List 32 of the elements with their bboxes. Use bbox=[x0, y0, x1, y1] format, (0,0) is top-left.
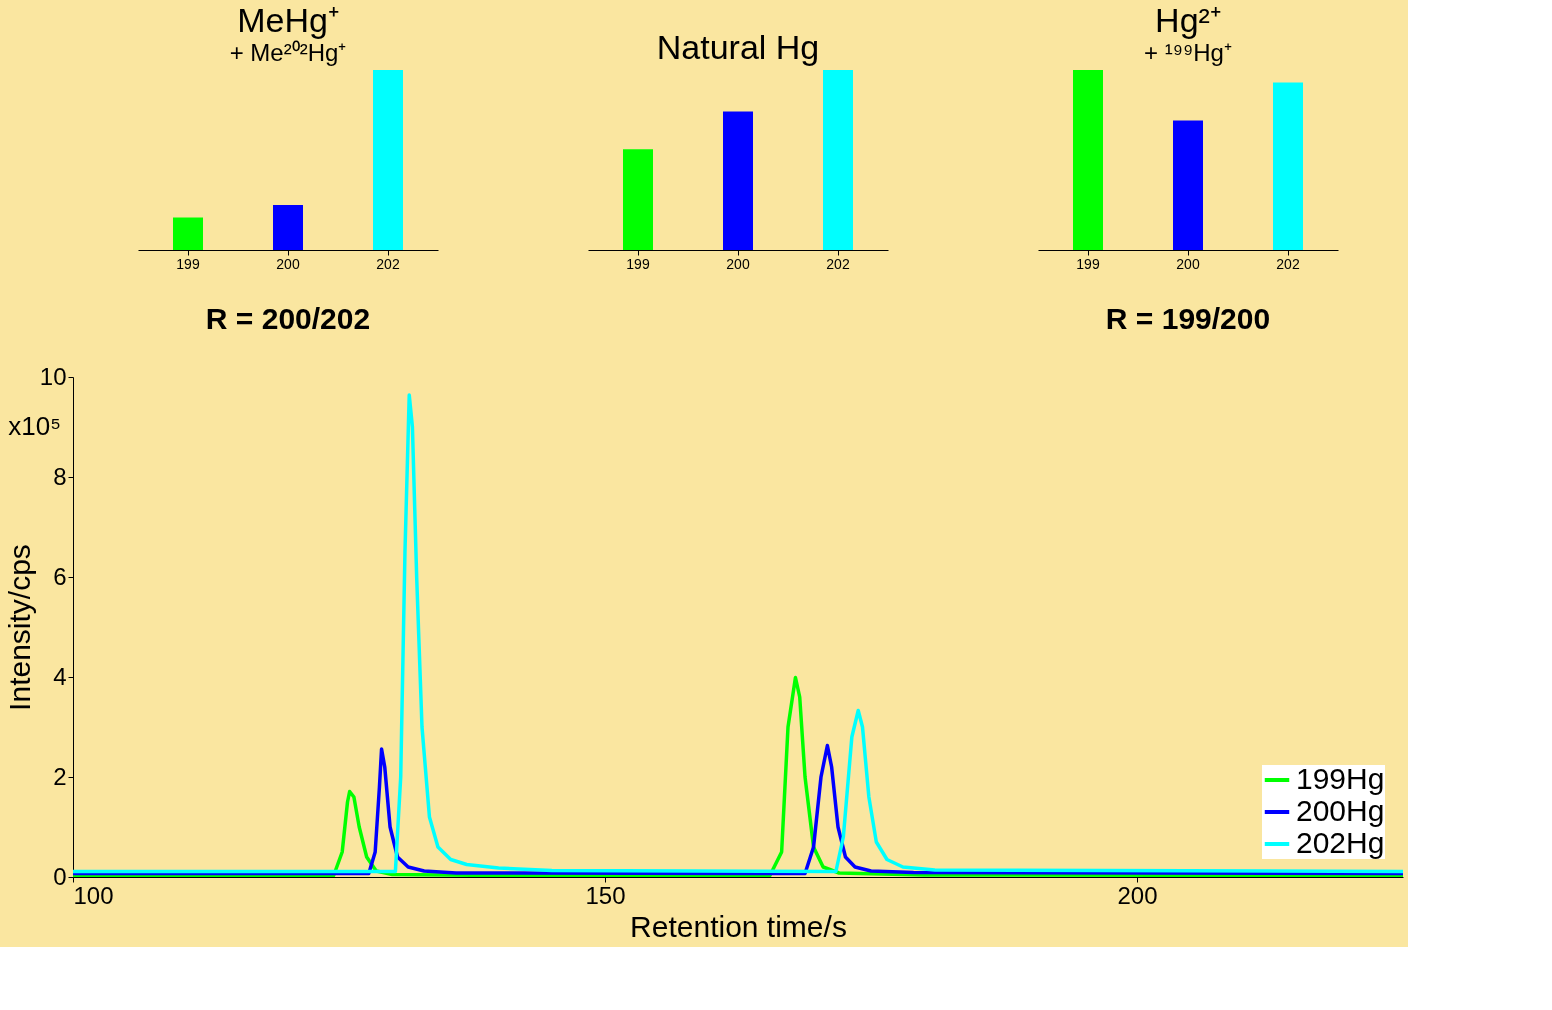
text: R = 200/202 bbox=[205, 302, 371, 335]
chart-title: MeHg⁺ bbox=[237, 1, 339, 39]
x-tick-label: 202 bbox=[376, 255, 400, 272]
x-tick-label: 199 bbox=[626, 255, 650, 272]
text: x10⁵ bbox=[8, 411, 61, 441]
x-tick-label: 199 bbox=[1076, 255, 1100, 272]
legend-label: 200Hg bbox=[1296, 794, 1385, 827]
chart-title: Hg²⁺ bbox=[1155, 1, 1221, 39]
x-tick-label: 200 bbox=[1117, 881, 1158, 909]
y-tick-label: 10 bbox=[39, 362, 67, 390]
x-tick-label: 150 bbox=[585, 881, 626, 909]
legend-label: 199Hg bbox=[1296, 762, 1385, 795]
chart-subtitle: + ¹⁹⁹Hg⁺ bbox=[1144, 39, 1232, 66]
y-tick-label: 6 bbox=[53, 562, 67, 590]
y-tick-label: 8 bbox=[53, 462, 67, 490]
chart-subtitle: + Me²⁰²Hg⁺ bbox=[229, 39, 347, 66]
x-tick-label: 199 bbox=[176, 255, 200, 272]
x-axis-title: Retention time/s bbox=[630, 909, 847, 943]
text: R = 199/200 bbox=[1105, 302, 1271, 335]
y-axis-title: Intensity/cps bbox=[2, 544, 36, 711]
y-tick-label: 4 bbox=[53, 662, 67, 690]
x-tick-label: 200 bbox=[276, 255, 300, 272]
x-tick-label: 200 bbox=[1176, 255, 1200, 272]
x-tick-label: 202 bbox=[826, 255, 850, 272]
y-tick-label: 2 bbox=[53, 762, 67, 790]
y-tick-label: 0 bbox=[53, 862, 67, 890]
x-tick-label: 100 bbox=[73, 881, 114, 909]
chart-title: Natural Hg bbox=[656, 28, 820, 66]
x-tick-label: 200 bbox=[726, 255, 750, 272]
legend-label: 202Hg bbox=[1296, 826, 1385, 859]
x-tick-label: 202 bbox=[1276, 255, 1300, 272]
line-series bbox=[73, 393, 1403, 874]
